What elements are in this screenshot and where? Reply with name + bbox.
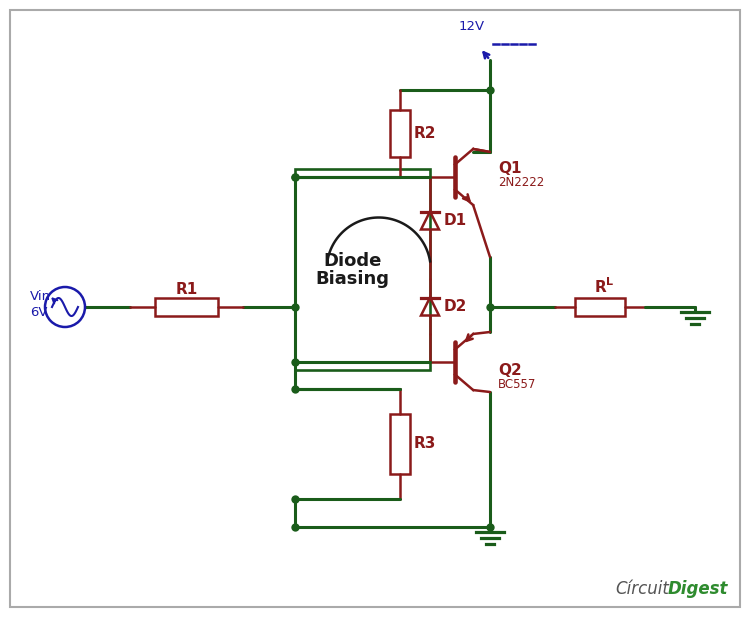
Text: D1: D1 — [444, 213, 467, 228]
Text: Vin: Vin — [30, 291, 51, 304]
Text: 6V: 6V — [30, 305, 47, 318]
Bar — [155, 298, 218, 316]
Text: R2: R2 — [414, 126, 436, 141]
Bar — [575, 298, 625, 316]
Text: D2: D2 — [444, 299, 467, 314]
Text: 12V: 12V — [459, 20, 485, 33]
Bar — [295, 169, 430, 370]
Text: Diode: Diode — [323, 252, 382, 270]
Text: 2N2222: 2N2222 — [498, 176, 544, 189]
Text: Q2: Q2 — [498, 363, 522, 378]
Text: Digest: Digest — [668, 580, 728, 598]
Bar — [390, 110, 410, 157]
Text: L: L — [606, 277, 613, 287]
Bar — [390, 414, 410, 474]
Text: R1: R1 — [176, 281, 198, 297]
Text: Círcuit: Círcuit — [615, 580, 669, 598]
Text: R: R — [594, 280, 606, 294]
Text: BC557: BC557 — [498, 378, 536, 391]
Text: Biasing: Biasing — [316, 270, 389, 289]
Text: Q1: Q1 — [498, 161, 521, 176]
Text: R3: R3 — [414, 436, 436, 452]
